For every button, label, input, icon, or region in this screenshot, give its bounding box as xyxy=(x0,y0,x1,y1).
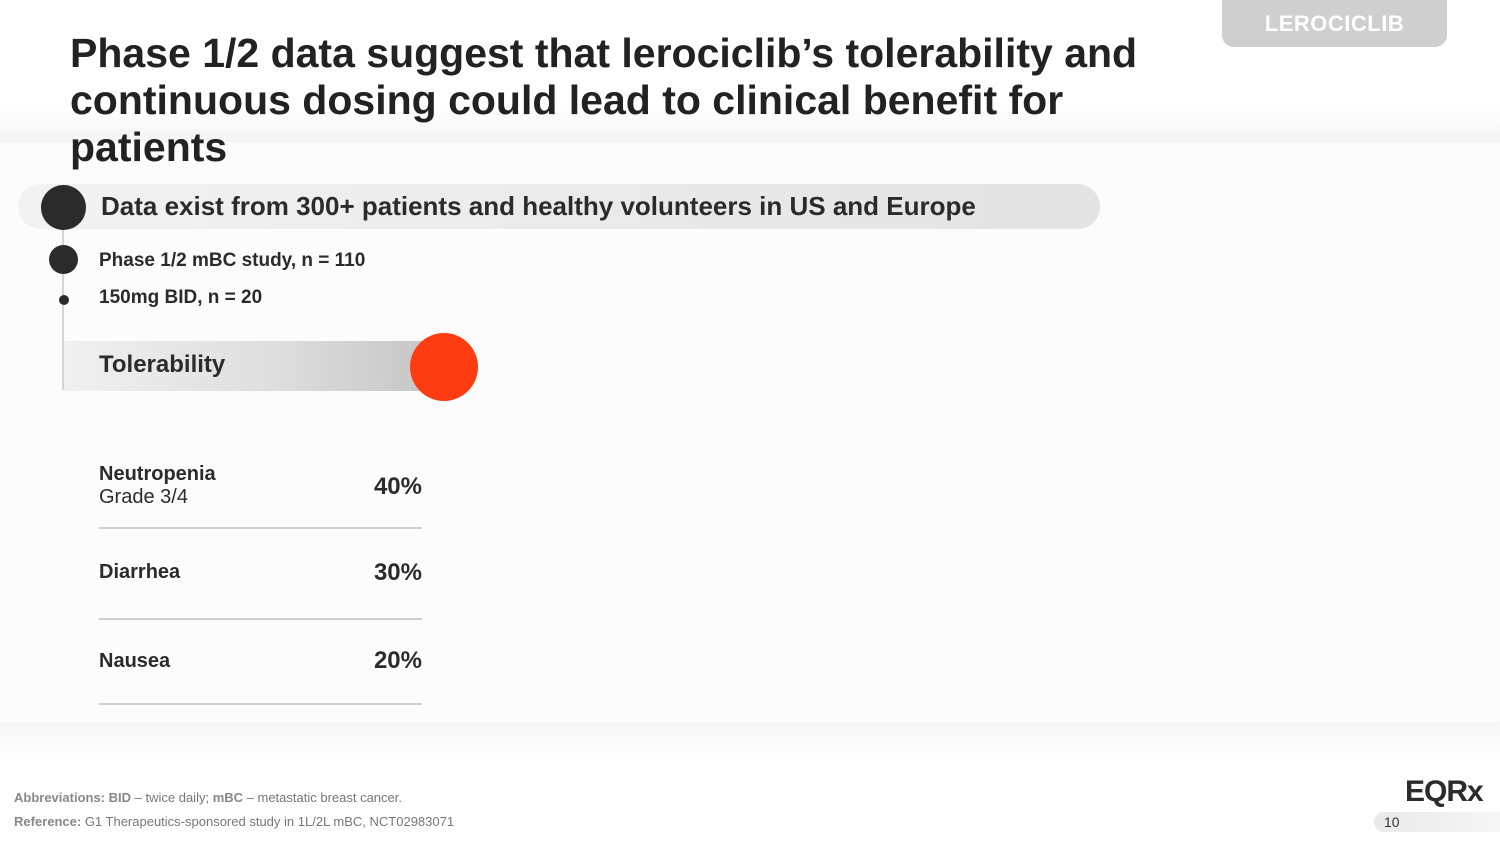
content-band xyxy=(0,142,1500,722)
row-label: Neutropenia xyxy=(99,463,216,485)
bullet-dot-small xyxy=(59,295,69,305)
study-line-2: 150mg BID, n = 20 xyxy=(99,287,263,308)
tolerability-heading: Tolerability xyxy=(99,351,226,378)
abbr-bid-def: – twice daily; xyxy=(131,790,213,805)
footer-band xyxy=(0,722,1500,844)
abbr-mbc: mBC xyxy=(212,790,244,805)
footnote-reference: Reference: G1 Therapeutics-sponsored stu… xyxy=(14,814,454,829)
row-label: Diarrhea xyxy=(99,561,181,583)
tolerability-bar xyxy=(64,341,444,391)
table-row: Neutropenia Grade 3/4 40% xyxy=(99,460,422,529)
row-label: Nausea xyxy=(99,650,171,672)
table-row: Nausea 20% xyxy=(99,620,422,705)
page-title: Phase 1/2 data suggest that lerociclib’s… xyxy=(70,30,1220,171)
row-value: 20% xyxy=(373,647,422,674)
brand-logo: EQRx xyxy=(1405,775,1484,808)
accent-dot xyxy=(410,333,478,401)
footnote-abbreviations: Abbreviations: BID – twice daily; mBC – … xyxy=(14,790,402,805)
abbr-mbc-def: – metastatic breast cancer. xyxy=(243,790,402,805)
bullet-dot-large xyxy=(41,185,86,230)
page-number-tab xyxy=(1374,812,1500,832)
row-sublabel: Grade 3/4 xyxy=(99,486,188,508)
page-number: 10 xyxy=(1384,814,1400,830)
abbr-bid: BID xyxy=(108,790,132,805)
row-value: 30% xyxy=(373,559,422,586)
highlight-pill xyxy=(18,184,1100,229)
ref-text: G1 Therapeutics-sponsored study in 1L/2L… xyxy=(81,814,455,829)
abbr-label: Abbreviations: xyxy=(14,790,106,805)
table-row: Diarrhea 30% xyxy=(99,529,422,620)
timeline-line xyxy=(62,230,64,390)
study-line-1: Phase 1/2 mBC study, n = 110 xyxy=(99,250,366,271)
highlight-text: Data exist from 300+ patients and health… xyxy=(101,191,976,221)
product-tag: LEROCICLIB xyxy=(1222,0,1447,47)
title-line-1: Phase 1/2 data suggest that lerociclib’s… xyxy=(70,30,1138,76)
ref-label: Reference: xyxy=(14,814,82,829)
bullet-dot-medium xyxy=(49,245,78,274)
title-line-2: continuous dosing could lead to clinical… xyxy=(70,77,1064,170)
row-value: 40% xyxy=(373,473,422,500)
